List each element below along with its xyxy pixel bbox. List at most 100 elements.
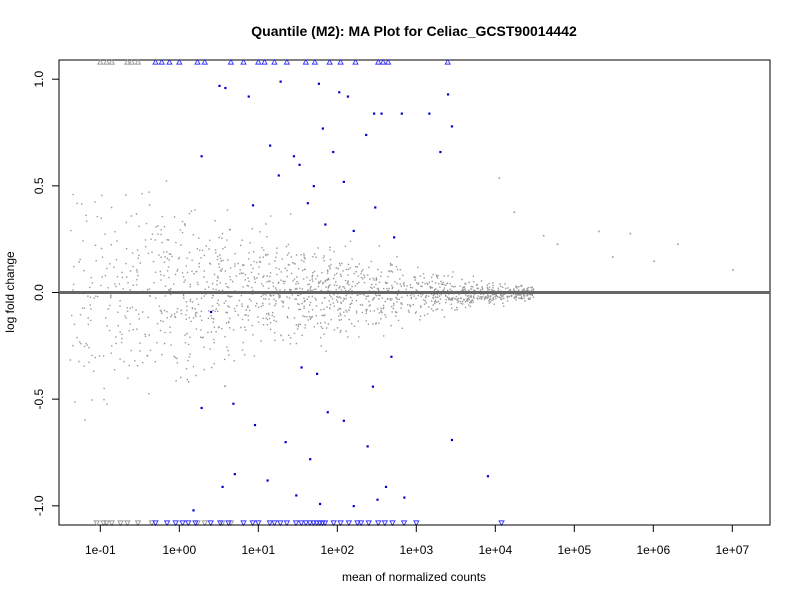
data-point	[677, 243, 679, 246]
clipped-down-marker	[240, 520, 247, 527]
significant-point	[295, 494, 298, 497]
clipped-down-marker	[207, 520, 215, 527]
significant-point	[292, 155, 296, 158]
significant-point	[247, 95, 250, 98]
clipped-down-marker	[271, 520, 278, 527]
x-tick-label: 1e+06	[636, 543, 670, 557]
significant-point	[269, 144, 272, 147]
clipped-down-marker	[108, 520, 116, 527]
clipped-down-marker	[292, 520, 300, 527]
clipped-up-marker	[302, 58, 310, 65]
significant-point	[306, 202, 309, 205]
clipped-up-marker	[311, 58, 319, 65]
clipped-down-marker	[124, 520, 131, 527]
clipped-down-marker	[163, 520, 171, 527]
y-tick-label: 0.0	[32, 284, 46, 301]
clipped-up-marker	[134, 58, 142, 65]
significant-point	[326, 411, 329, 414]
x-tick-label: 1e+01	[241, 543, 275, 557]
clipped-up-marker	[384, 58, 392, 65]
significant-point	[317, 82, 321, 85]
clipped-down-marker	[103, 520, 110, 527]
data-point	[542, 234, 545, 237]
clipped-down-marker	[225, 520, 232, 527]
data-point	[612, 256, 614, 258]
clipped-up-marker	[255, 58, 262, 65]
significant-point	[374, 206, 377, 209]
significant-point	[200, 155, 203, 158]
clipped-down-marker	[172, 520, 179, 527]
clipped-up-marker	[352, 58, 359, 65]
significant-point	[221, 485, 224, 489]
clipped-up-marker	[103, 58, 110, 65]
significant-point	[390, 355, 393, 358]
clipped-down-marker	[365, 520, 373, 527]
clipped-up-marker	[166, 58, 173, 65]
clipped-up-marker	[176, 58, 183, 65]
significant-point	[365, 133, 368, 137]
clipped-up-marker	[124, 58, 131, 65]
y-axis: -1.0 -0.5 0.0 0.5 1.0	[32, 71, 59, 516]
clipped-down-marker	[283, 520, 291, 527]
significant-point	[233, 473, 236, 476]
clipped-up-marker	[375, 58, 382, 65]
clipped-down-marker	[354, 520, 361, 527]
chart-title: Quantile (M2): MA Plot for Celiac_GCST90…	[251, 23, 577, 39]
x-tick-label: 1e+04	[478, 543, 512, 557]
clipped-down-marker	[357, 520, 365, 527]
significant-point	[266, 479, 269, 482]
significant-point	[312, 185, 315, 188]
significant-point	[200, 406, 203, 410]
significant-point	[380, 112, 383, 115]
clipped-up-marker	[108, 58, 116, 65]
data-point	[513, 211, 516, 214]
significant-point	[209, 310, 213, 314]
y-tick-label: -0.5	[32, 388, 46, 409]
clipped-down-marker	[345, 520, 353, 527]
clipped-up-marker	[271, 58, 278, 65]
significant-point	[352, 505, 355, 508]
clipped-up-marker	[128, 58, 136, 65]
significant-point	[450, 125, 454, 128]
clipped-down-marker	[389, 520, 396, 527]
significant-point	[224, 86, 227, 90]
significant-point	[332, 150, 335, 154]
clipped-up-marker	[283, 58, 291, 65]
clipped-up-marker	[326, 58, 333, 65]
significant-point	[309, 458, 312, 461]
clipped-down-marker	[330, 520, 337, 527]
significant-point	[324, 223, 327, 226]
clipped-down-marker	[201, 520, 209, 527]
significant-point	[298, 163, 301, 166]
clipped-down-marker	[310, 520, 317, 527]
significant-point	[232, 402, 235, 405]
clipped-up-marker	[227, 58, 235, 65]
significant-point	[251, 204, 255, 207]
clipped-down-marker	[255, 520, 262, 527]
x-tick-label: 1e+07	[715, 543, 749, 557]
significant-point	[338, 91, 341, 94]
clipped-down-marker	[277, 520, 284, 527]
data-point	[598, 230, 600, 233]
clipped-down-marker	[302, 520, 310, 527]
x-tick-label: 1e-01	[85, 543, 116, 557]
significant-point	[393, 236, 396, 239]
non-significant-points	[69, 180, 535, 421]
clipped-down-marker	[381, 520, 389, 527]
clipped-down-marker	[179, 520, 186, 527]
significant-point	[352, 229, 355, 233]
clipped-down-marker	[400, 520, 408, 527]
clipped-down-marker	[375, 520, 382, 527]
clipped-down-marker	[93, 520, 100, 527]
significant-point	[284, 441, 287, 444]
clipped-up-marker	[152, 58, 159, 65]
significant-point	[384, 485, 388, 489]
clipped-down-marker	[192, 520, 199, 527]
y-axis-label: log fold change	[3, 251, 17, 333]
significant-point	[371, 385, 375, 388]
clipped-down-marker	[249, 520, 256, 527]
clipped-down-marker	[148, 520, 156, 527]
clipped-down-marker	[185, 520, 192, 527]
clipped-down-marker	[117, 520, 124, 527]
